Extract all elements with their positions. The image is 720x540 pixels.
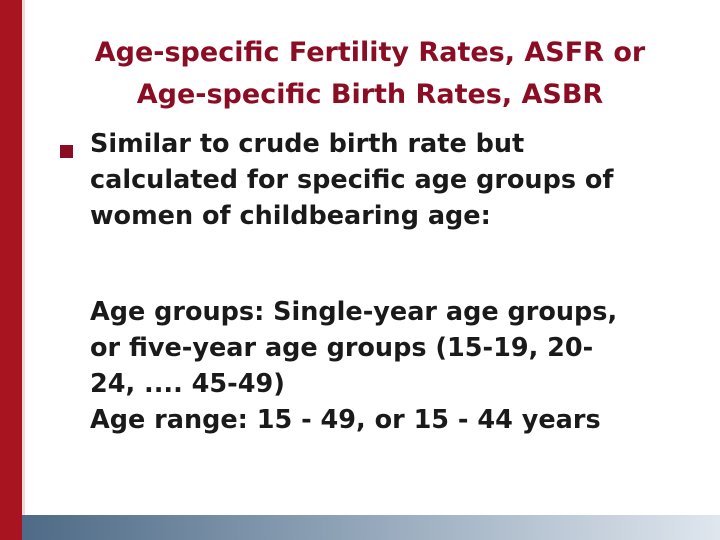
bottom-gradient-bar bbox=[22, 515, 720, 540]
bullet-line: Similar to crude birth rate but bbox=[90, 129, 525, 159]
title-line-1: Age-specific Fertility Rates, ASFR or bbox=[94, 37, 646, 68]
bullet-line: women of childbearing age: bbox=[90, 201, 491, 231]
age-groups-paragraph: Age groups: Single-year age groups, or f… bbox=[90, 294, 710, 438]
bullet-paragraph: Similar to crude birth rate but calculat… bbox=[90, 126, 710, 234]
bullet-line: calculated for specific age groups of bbox=[90, 165, 614, 195]
subtext-line: 24, .... 45-49) bbox=[90, 369, 285, 399]
left-accent-line bbox=[22, 0, 25, 540]
subtext-line: or five-year age groups (15-19, 20- bbox=[90, 333, 594, 363]
subtext-line: Age groups: Single-year age groups, bbox=[90, 297, 618, 327]
title-line-2: Age-specific Birth Rates, ASBR bbox=[136, 79, 604, 110]
slide-title: Age-specific Fertility Rates, ASFR or Ag… bbox=[40, 32, 700, 116]
left-accent-bar bbox=[0, 0, 22, 540]
subtext-line: Age range: 15 - 49, or 15 - 44 years bbox=[90, 405, 601, 435]
square-bullet-icon bbox=[60, 145, 73, 158]
